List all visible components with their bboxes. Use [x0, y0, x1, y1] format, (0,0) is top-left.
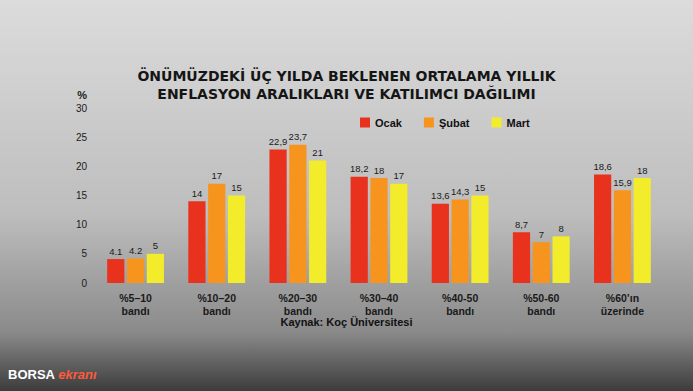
svg-text:18,6: 18,6: [593, 161, 612, 172]
svg-text:0: 0: [81, 278, 87, 289]
svg-text:15: 15: [231, 182, 242, 193]
svg-text:bandı: bandı: [203, 305, 231, 317]
svg-text:Mart: Mart: [506, 117, 530, 129]
svg-text:Ocak: Ocak: [375, 117, 403, 129]
svg-text:8,7: 8,7: [515, 219, 528, 230]
svg-text:bandı: bandı: [527, 305, 555, 317]
svg-text:bandı: bandı: [365, 305, 393, 317]
svg-text:bandı: bandı: [446, 305, 474, 317]
svg-text:%: %: [77, 89, 87, 101]
svg-text:ekranı: ekranı: [58, 367, 97, 382]
svg-text:7: 7: [539, 229, 544, 240]
svg-text:18: 18: [637, 165, 648, 176]
svg-text:20: 20: [76, 161, 88, 172]
svg-text:25: 25: [76, 132, 88, 143]
svg-text:18: 18: [374, 165, 385, 176]
svg-text:bandı: bandı: [122, 305, 150, 317]
svg-text:4.1: 4.1: [109, 246, 122, 257]
svg-text:21: 21: [312, 147, 323, 158]
svg-text:14,3: 14,3: [451, 186, 470, 197]
svg-text:23,7: 23,7: [289, 131, 308, 142]
svg-text:8: 8: [558, 223, 563, 234]
svg-text:%5–10: %5–10: [119, 292, 152, 304]
svg-text:%30–40: %30–40: [360, 292, 399, 304]
svg-text:BORSA: BORSA: [8, 367, 56, 382]
svg-text:5: 5: [81, 248, 87, 259]
svg-text:%40-50: %40-50: [442, 292, 478, 304]
svg-text:13,6: 13,6: [431, 190, 450, 201]
svg-text:22,9: 22,9: [269, 136, 288, 147]
svg-text:%10–20: %10–20: [197, 292, 236, 304]
svg-text:17: 17: [394, 170, 405, 181]
svg-text:%20–30: %20–30: [279, 292, 318, 304]
svg-text:30: 30: [76, 103, 88, 114]
svg-text:17: 17: [211, 170, 222, 181]
svg-text:15: 15: [76, 190, 88, 201]
svg-text:üzerinde: üzerinde: [601, 305, 644, 317]
svg-text:4.2: 4.2: [129, 245, 142, 256]
svg-text:ÖNÜMÜZDEKİ ÜÇ YILDA BEKLENEN O: ÖNÜMÜZDEKİ ÜÇ YILDA BEKLENEN ORTALAMA YI…: [137, 67, 556, 84]
svg-text:%60’ın: %60’ın: [606, 292, 639, 304]
svg-text:15: 15: [475, 182, 486, 193]
svg-text:Şubat: Şubat: [439, 117, 470, 129]
svg-text:14: 14: [192, 188, 203, 199]
svg-text:Kaynak: Koç Üniversitesi: Kaynak: Koç Üniversitesi: [280, 316, 412, 328]
svg-text:bandı: bandı: [284, 305, 312, 317]
svg-text:ENFLASYON ARALIKLARI VE KATILI: ENFLASYON ARALIKLARI VE KATILIMCI DAĞILI…: [157, 85, 535, 102]
svg-text:10: 10: [76, 219, 88, 230]
svg-text:18,2: 18,2: [350, 163, 369, 174]
svg-text:15,9: 15,9: [613, 177, 632, 188]
svg-text:%50-60: %50-60: [523, 292, 559, 304]
svg-text:5: 5: [153, 240, 158, 251]
